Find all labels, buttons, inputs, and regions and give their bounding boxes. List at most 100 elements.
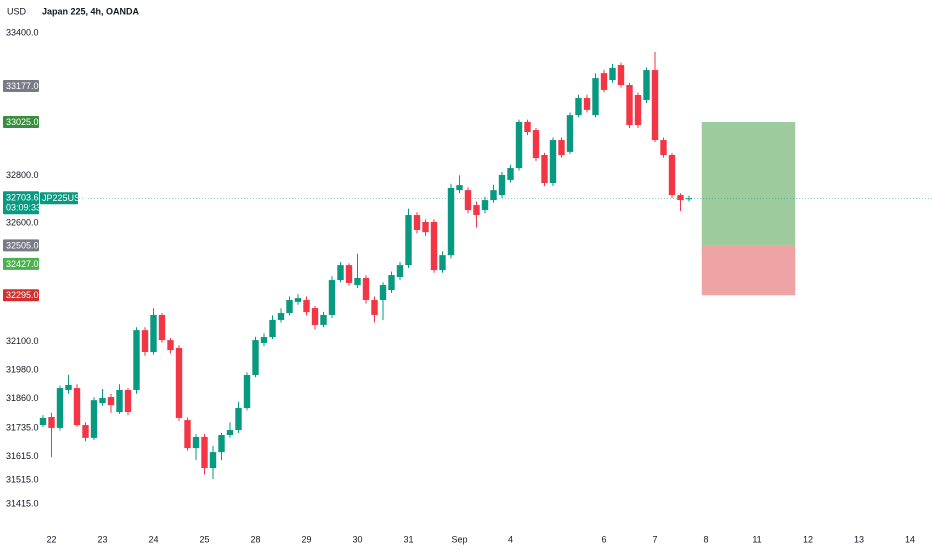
y-tick-label: 31615.0 — [6, 451, 39, 461]
symbol-label: JP225USD — [42, 193, 87, 203]
candle-body — [396, 265, 404, 277]
x-tick-label: 11 — [752, 534, 761, 544]
x-tick-label: 24 — [148, 534, 158, 544]
y-tick-label: 32100.0 — [6, 336, 39, 346]
candle-body — [243, 374, 251, 408]
candle-body — [617, 65, 625, 85]
x-tick-label: 22 — [46, 534, 56, 544]
candle-body — [371, 300, 378, 315]
candle-body — [439, 255, 446, 271]
candle-body — [192, 436, 200, 449]
candle-body — [252, 340, 259, 375]
candle-body — [575, 98, 582, 116]
candle-body — [286, 300, 293, 314]
candle-body — [260, 337, 268, 343]
candle-body — [430, 221, 438, 271]
chart-title: Japan 225, 4h, OANDA — [42, 6, 140, 16]
candle-body — [345, 265, 353, 283]
candle-body — [558, 140, 565, 156]
candle-body — [447, 187, 455, 256]
price-badge-label: 33025.0 — [6, 117, 39, 127]
x-tick-label: Sep — [451, 534, 467, 544]
candle-body — [337, 265, 344, 281]
x-tick-label: 6 — [601, 534, 606, 544]
candle-body — [626, 84, 633, 126]
candle-body — [141, 330, 149, 352]
candle-body — [56, 388, 64, 428]
candle-body — [583, 98, 591, 110]
candle-body — [515, 122, 523, 169]
candle-body — [82, 425, 89, 438]
y-tick-label: 32600.0 — [6, 217, 39, 227]
candle-body — [405, 215, 412, 266]
candle-body — [456, 185, 463, 191]
candle-body — [277, 313, 285, 320]
y-tick-label: 31735.0 — [6, 423, 39, 433]
x-tick-label: 14 — [905, 534, 915, 544]
candle-body — [39, 417, 47, 426]
candle-body — [379, 285, 387, 301]
current-price-label: 32703.6 — [6, 193, 39, 203]
price-badge — [3, 79, 39, 92]
candle-body — [498, 174, 506, 196]
x-tick-label: 28 — [250, 534, 260, 544]
candle-body — [90, 400, 98, 438]
currency: USD — [7, 6, 27, 16]
candle-body — [209, 452, 217, 469]
current-price-badge — [3, 191, 39, 215]
candle-body — [473, 205, 480, 216]
price-badge — [3, 257, 39, 270]
y-tick-label: 31980.0 — [6, 364, 39, 374]
countdown: 03:09:33 — [6, 203, 41, 213]
candle-body — [328, 280, 336, 315]
candle-body — [175, 347, 183, 418]
candle-body — [549, 140, 557, 184]
candle-body — [541, 155, 548, 184]
x-tick-label: 4 — [508, 534, 513, 544]
candle-body — [269, 319, 276, 338]
profit-zone — [701, 122, 796, 246]
x-tick-label: 8 — [703, 534, 708, 544]
price-badge-label: 32505.0 — [6, 240, 39, 250]
candle-body — [490, 190, 497, 201]
loss-zone — [701, 245, 796, 296]
candle-body — [218, 435, 225, 453]
candle-body — [532, 130, 540, 159]
y-tick-label: 31415.0 — [6, 498, 39, 508]
price-badge — [3, 239, 39, 252]
candle-body — [388, 275, 395, 291]
candle-body — [651, 70, 659, 141]
candle-body — [158, 314, 166, 341]
candle-body — [524, 122, 531, 132]
candle-body — [133, 330, 140, 390]
candle-body — [235, 407, 242, 431]
candle-body — [226, 430, 234, 436]
candle-body — [65, 384, 72, 390]
candle-body — [566, 115, 574, 152]
candle-body — [48, 417, 55, 428]
candle-body — [685, 198, 693, 200]
candle-body — [600, 73, 608, 90]
candle-body — [422, 221, 429, 233]
candle-body — [99, 398, 106, 404]
x-tick-label: 29 — [301, 534, 311, 544]
candle-body — [201, 436, 208, 469]
candle-body — [592, 78, 599, 116]
candle-body — [643, 70, 650, 100]
candle-body — [634, 94, 642, 126]
candle-body — [413, 215, 421, 230]
candle-body — [362, 277, 370, 301]
x-tick-label: 13 — [854, 534, 864, 544]
price-badge-label: 32427.0 — [6, 259, 39, 269]
candle-body — [668, 155, 676, 196]
candle-body — [481, 200, 489, 211]
y-tick-label: 33400.0 — [6, 27, 39, 37]
candle-body — [464, 190, 472, 211]
price-badge — [3, 116, 39, 129]
candle-body — [124, 389, 132, 413]
x-tick-label: 31 — [403, 534, 413, 544]
candle-body — [354, 277, 361, 286]
x-tick-label: 12 — [803, 534, 813, 544]
price-badge-label: 32295.0 — [6, 290, 39, 300]
